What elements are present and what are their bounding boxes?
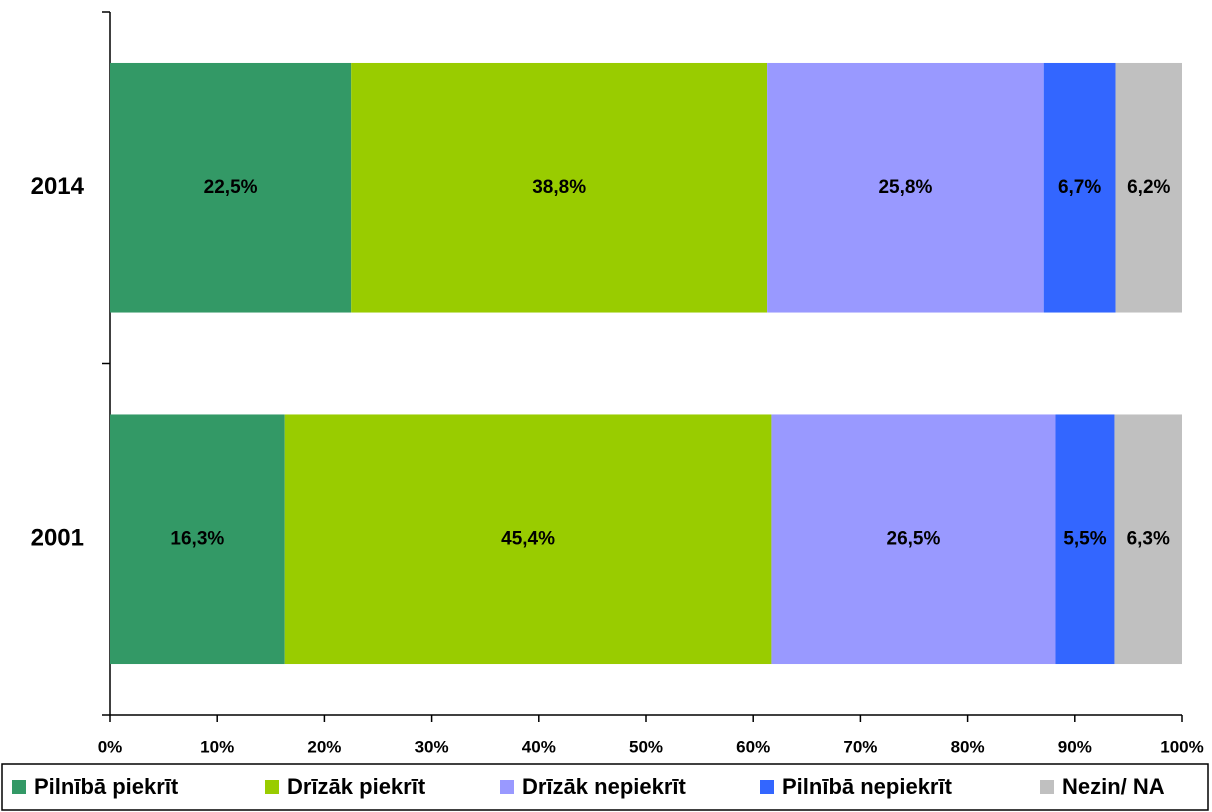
legend-marker bbox=[265, 780, 279, 794]
y-tick-label: 2014 bbox=[31, 173, 85, 200]
data-label: 6,7% bbox=[1058, 177, 1101, 198]
legend-label: Pilnībā piekrīt bbox=[34, 774, 179, 799]
x-tick-label: 10% bbox=[200, 737, 234, 756]
legend-label: Pilnībā nepiekrīt bbox=[782, 774, 953, 799]
bar-segment bbox=[1114, 414, 1182, 665]
data-label: 5,5% bbox=[1063, 528, 1106, 549]
legend-label: Drīzāk piekrīt bbox=[287, 774, 426, 799]
x-tick-label: 40% bbox=[522, 737, 556, 756]
data-label: 25,8% bbox=[878, 177, 932, 198]
bar-segment bbox=[771, 414, 1056, 665]
data-label: 6,2% bbox=[1127, 177, 1170, 198]
legend-marker bbox=[1040, 780, 1054, 794]
legend-label: Nezin/ NA bbox=[1062, 774, 1165, 799]
bar-segment bbox=[1115, 62, 1182, 313]
legend-box bbox=[1, 763, 1209, 811]
x-tick-label: 0% bbox=[98, 737, 123, 756]
legend-marker bbox=[500, 780, 514, 794]
x-tick-label: 30% bbox=[415, 737, 449, 756]
legend-marker bbox=[12, 780, 26, 794]
bar-segment bbox=[110, 62, 352, 313]
data-label: 45,4% bbox=[501, 528, 555, 549]
data-label: 26,5% bbox=[887, 528, 941, 549]
data-label: 6,3% bbox=[1127, 528, 1170, 549]
legend-marker bbox=[760, 780, 774, 794]
bar-segment bbox=[110, 414, 285, 665]
bar-segment bbox=[351, 62, 768, 313]
bar-segment bbox=[284, 414, 772, 665]
y-tick-label: 2001 bbox=[31, 525, 84, 552]
data-label: 22,5% bbox=[204, 177, 258, 198]
bar-segment bbox=[1055, 414, 1115, 665]
data-label: 16,3% bbox=[170, 528, 224, 549]
x-tick-label: 20% bbox=[307, 737, 341, 756]
x-tick-label: 50% bbox=[629, 737, 663, 756]
x-tick-label: 80% bbox=[951, 737, 985, 756]
bar-segment bbox=[1043, 62, 1116, 313]
bar-segment bbox=[767, 62, 1044, 313]
x-tick-label: 90% bbox=[1058, 737, 1092, 756]
legend-label: Drīzāk nepiekrīt bbox=[522, 774, 687, 799]
x-tick-label: 70% bbox=[843, 737, 877, 756]
data-label: 38,8% bbox=[532, 177, 586, 198]
x-tick-label: 60% bbox=[736, 737, 770, 756]
x-tick-label: 100% bbox=[1160, 737, 1203, 756]
